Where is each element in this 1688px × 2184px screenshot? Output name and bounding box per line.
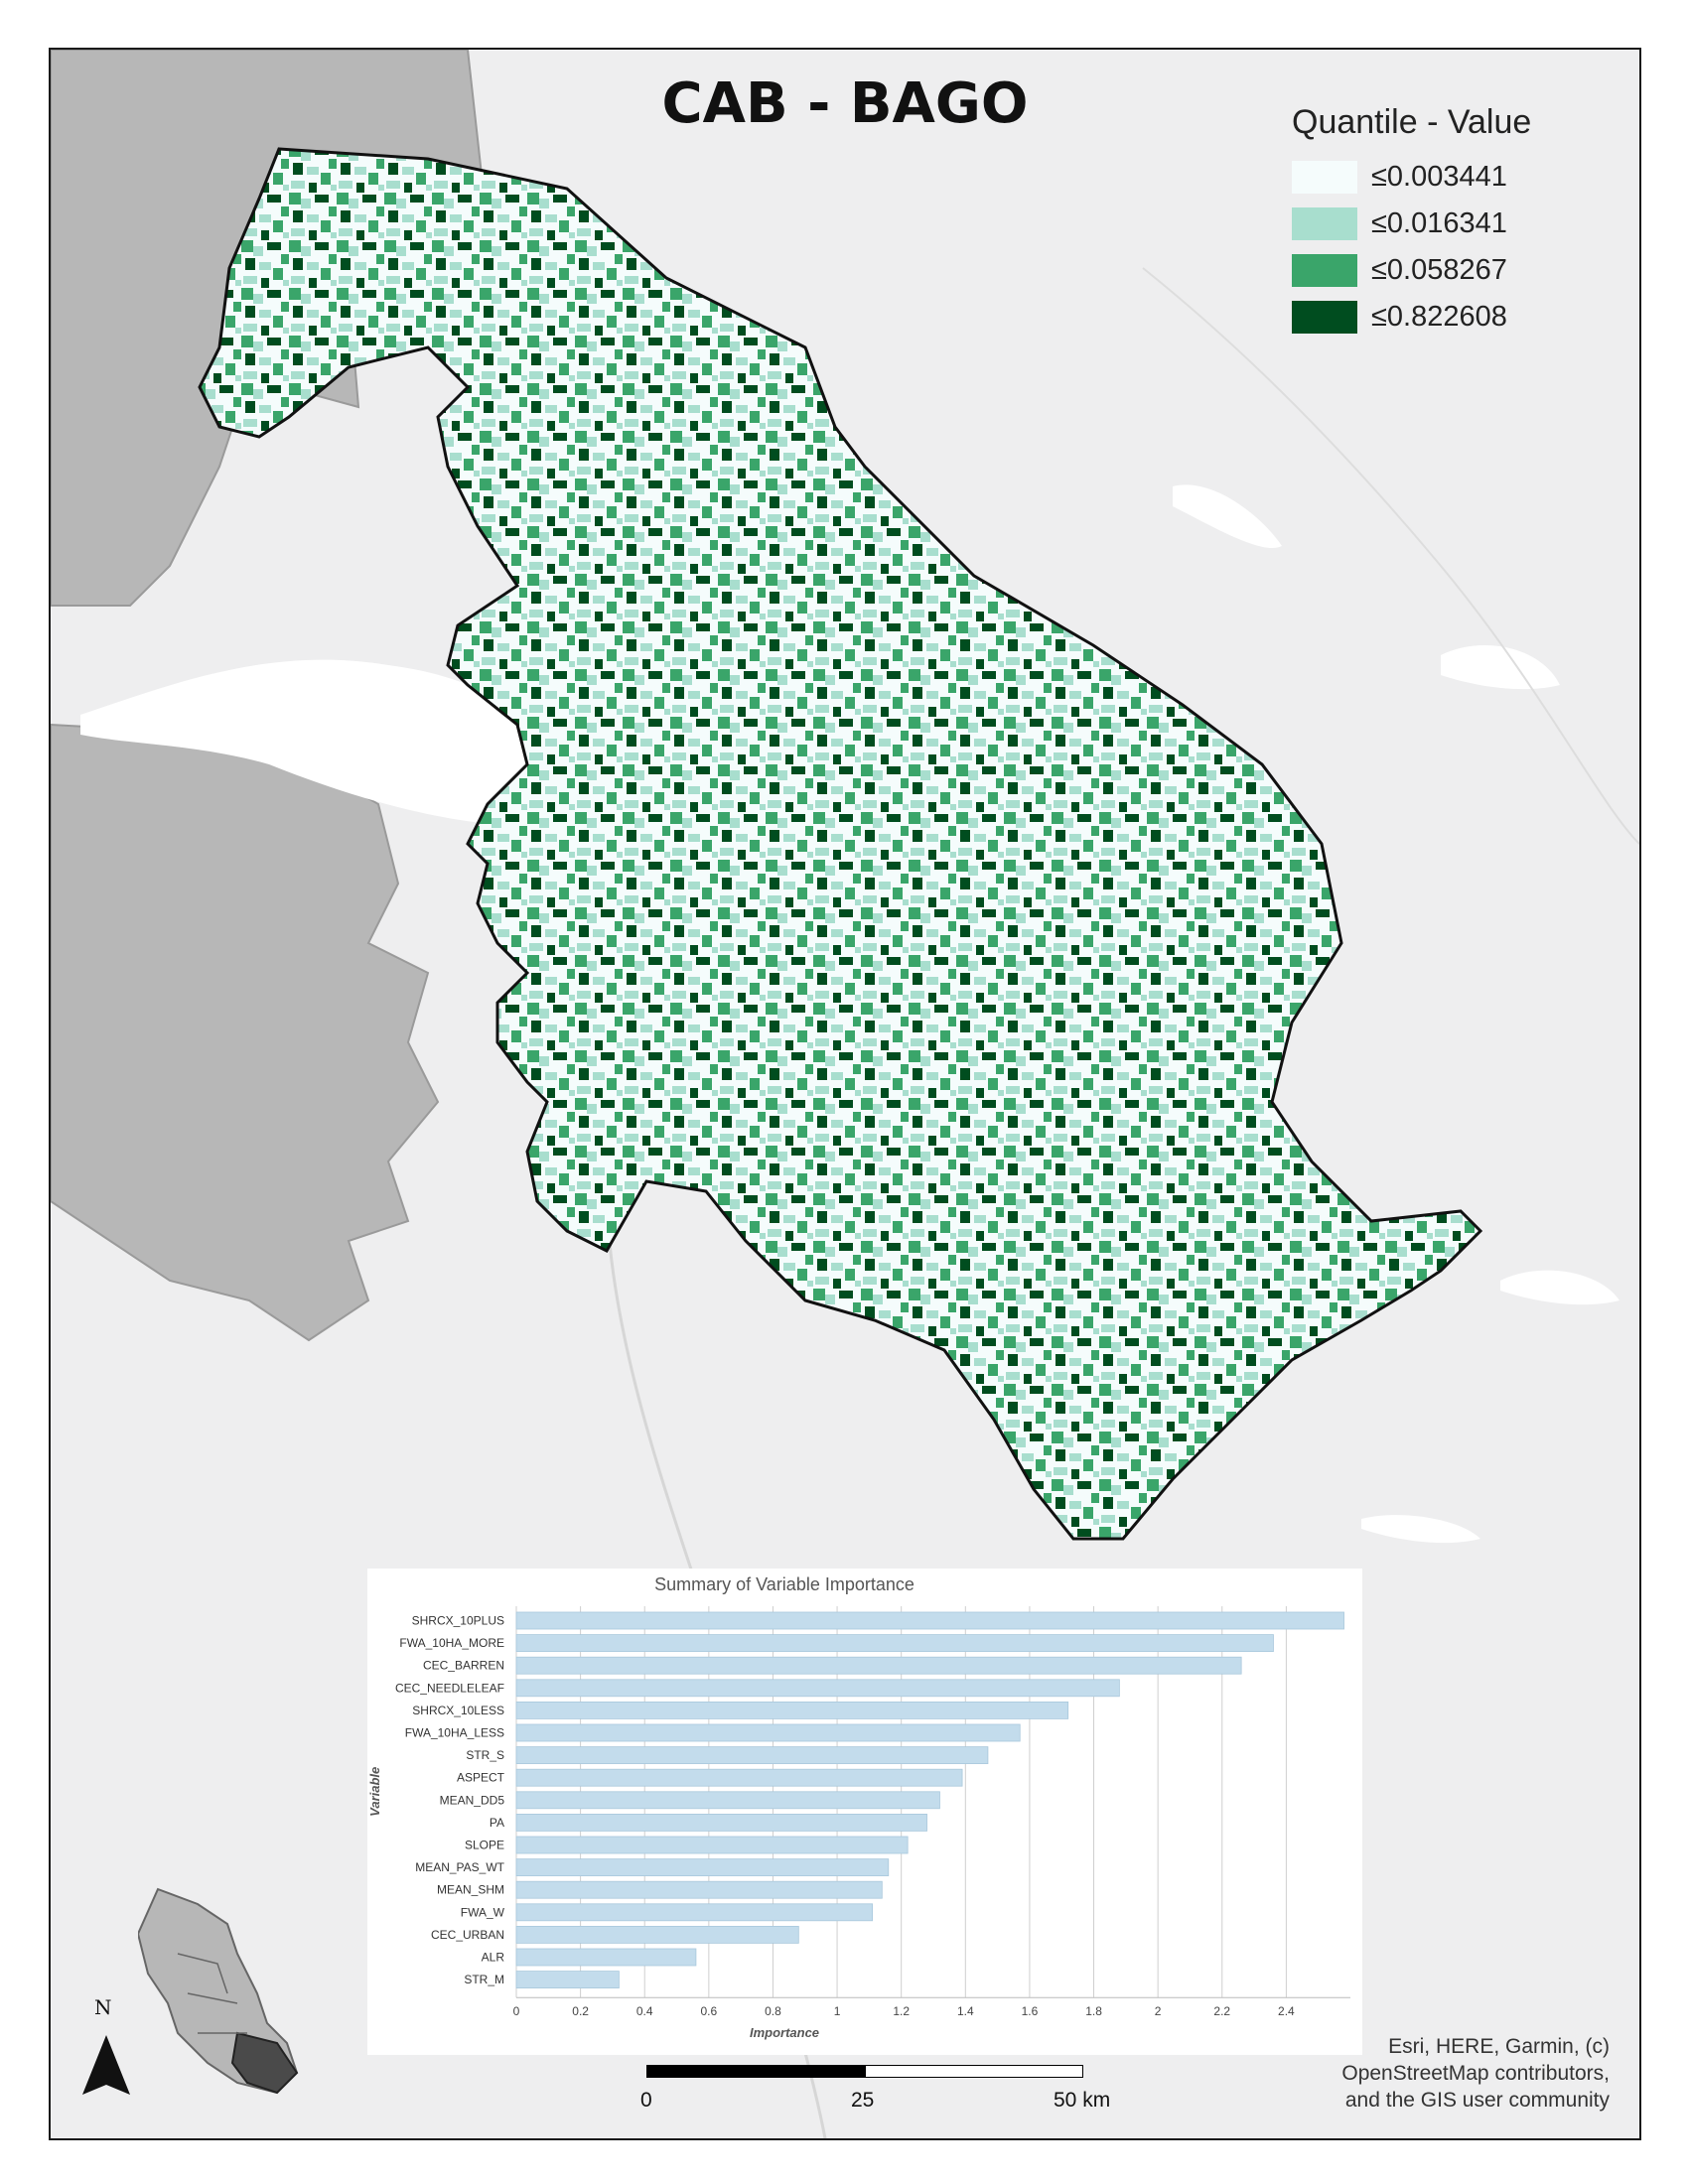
- road: [1142, 267, 1639, 845]
- bar: [515, 1948, 697, 1967]
- scale-label: 0: [640, 2089, 652, 2112]
- bar: [515, 1746, 989, 1765]
- legend-item: ≤0.822608: [1292, 294, 1619, 341]
- category-label: PA: [490, 1816, 504, 1830]
- category-label: SHRCX_10LESS: [412, 1704, 504, 1717]
- category-label: CEC_URBAN: [431, 1928, 504, 1942]
- category-label: FWA_W: [461, 1905, 505, 1919]
- scale-segment-black: [646, 2065, 865, 2078]
- bar: [515, 1836, 909, 1854]
- basemap: [51, 50, 1639, 2138]
- x-tick-label: 2.4: [1278, 2004, 1295, 2018]
- chart-title: Summary of Variable Importance: [654, 1574, 914, 1594]
- north-arrow-icon: [82, 2035, 130, 2095]
- category-label: CEC_NEEDLELEAF: [395, 1681, 504, 1695]
- bar: [515, 1971, 620, 1989]
- category-label: CEC_BARREN: [423, 1659, 504, 1673]
- x-tick-label: 0.4: [636, 2004, 653, 2018]
- bar: [515, 1723, 1021, 1742]
- category-label: SHRCX_10PLUS: [412, 1614, 504, 1628]
- legend-swatch: [1292, 301, 1357, 334]
- legend: Quantile - Value ≤0.003441 ≤0.016341 ≤0.…: [1292, 103, 1619, 341]
- inlet-water: [80, 659, 597, 826]
- bar: [515, 1611, 1344, 1630]
- category-label: FWA_10HA_LESS: [405, 1726, 504, 1740]
- scale-segment-white: [865, 2065, 1083, 2078]
- bar: [515, 1701, 1069, 1719]
- legend-label: ≤0.016341: [1371, 207, 1507, 239]
- legend-title: Quantile - Value: [1292, 103, 1532, 141]
- map-frame: CAB - BAGO Quantile - Value ≤0.003441 ≤0…: [49, 48, 1641, 2140]
- chart-svg: Summary of Variable Importance 0 0.2 0.4 0.6…: [367, 1574, 1350, 2040]
- x-tick-label: 0.2: [572, 2004, 589, 2018]
- bar: [515, 1813, 927, 1832]
- bar: [515, 1768, 963, 1787]
- x-tick-label: 2.2: [1213, 2004, 1230, 2018]
- y-axis-label: Variable: [367, 1767, 382, 1817]
- scale-label: 50 km: [1054, 2089, 1111, 2112]
- bar: [515, 1925, 799, 1944]
- category-label: MEAN_PAS_WT: [415, 1860, 504, 1874]
- study-area: [198, 147, 1483, 1541]
- x-tick-label: 1.4: [957, 2004, 974, 2018]
- attribution-line: OpenStreetMap contributors,: [1341, 2062, 1610, 2085]
- bar: [515, 1656, 1242, 1675]
- category-label: ALR: [482, 1951, 505, 1965]
- bar: [515, 1858, 890, 1877]
- locator-boundary: [177, 1953, 247, 2034]
- scale-bar: 0 25 50 km: [640, 2065, 1113, 2134]
- legend-swatch: [1292, 161, 1357, 194]
- x-tick-label: 2: [1155, 2004, 1162, 2018]
- bar: [515, 1903, 874, 1922]
- attribution: Esri, HERE, Garmin, (c) OpenStreetMap co…: [1272, 2033, 1610, 2114]
- x-tick-label: 1: [834, 2004, 841, 2018]
- legend-label: ≤0.822608: [1371, 301, 1507, 333]
- x-tick-label: 1.2: [893, 2004, 910, 2018]
- x-tick-label: 0: [513, 2004, 520, 2018]
- category-label: STR_M: [464, 1973, 504, 1986]
- legend-label: ≤0.003441: [1371, 161, 1507, 193]
- category-label: MEAN_DD5: [440, 1793, 505, 1807]
- north-label: N: [94, 1995, 112, 2019]
- scale-label: 25: [851, 2089, 875, 2112]
- category-label: ASPECT: [457, 1771, 505, 1785]
- bar: [515, 1679, 1120, 1698]
- variable-importance-chart: Summary of Variable Importance 0 0.2 0.4 0.6…: [367, 1569, 1362, 2055]
- lake: [1173, 484, 1282, 548]
- locator-highlight: [230, 2031, 299, 2095]
- lake: [1361, 1515, 1480, 1544]
- x-axis-label: Importance: [750, 2025, 819, 2040]
- attribution-line: and the GIS user community: [1344, 2089, 1610, 2112]
- attribution-line: Esri, HERE, Garmin, (c): [1388, 2035, 1610, 2058]
- lake: [1500, 1270, 1619, 1305]
- legend-item: ≤0.003441: [1292, 154, 1619, 201]
- legend-item: ≤0.016341: [1292, 201, 1619, 247]
- legend-item: ≤0.058267: [1292, 247, 1619, 294]
- bar: [515, 1880, 883, 1899]
- legend-swatch: [1292, 254, 1357, 287]
- lake: [1441, 645, 1560, 690]
- category-label: FWA_10HA_MORE: [399, 1636, 504, 1650]
- bar: [515, 1791, 940, 1810]
- legend-swatch: [1292, 207, 1357, 240]
- category-label: SLOPE: [465, 1839, 504, 1852]
- x-tick-label: 0.8: [765, 2004, 781, 2018]
- category-label: STR_S: [466, 1748, 504, 1762]
- north-arrow: N: [76, 1995, 136, 2105]
- locator-map: [138, 1887, 299, 2095]
- category-label: MEAN_SHM: [437, 1883, 504, 1897]
- map-title: CAB - BAGO: [661, 71, 1029, 136]
- legend-label: ≤0.058267: [1371, 254, 1507, 286]
- x-tick-label: 0.6: [701, 2004, 718, 2018]
- x-tick-label: 1.6: [1022, 2004, 1039, 2018]
- x-tick-label: 1.8: [1085, 2004, 1102, 2018]
- southwest-region: [51, 723, 440, 1342]
- bar: [515, 1634, 1274, 1652]
